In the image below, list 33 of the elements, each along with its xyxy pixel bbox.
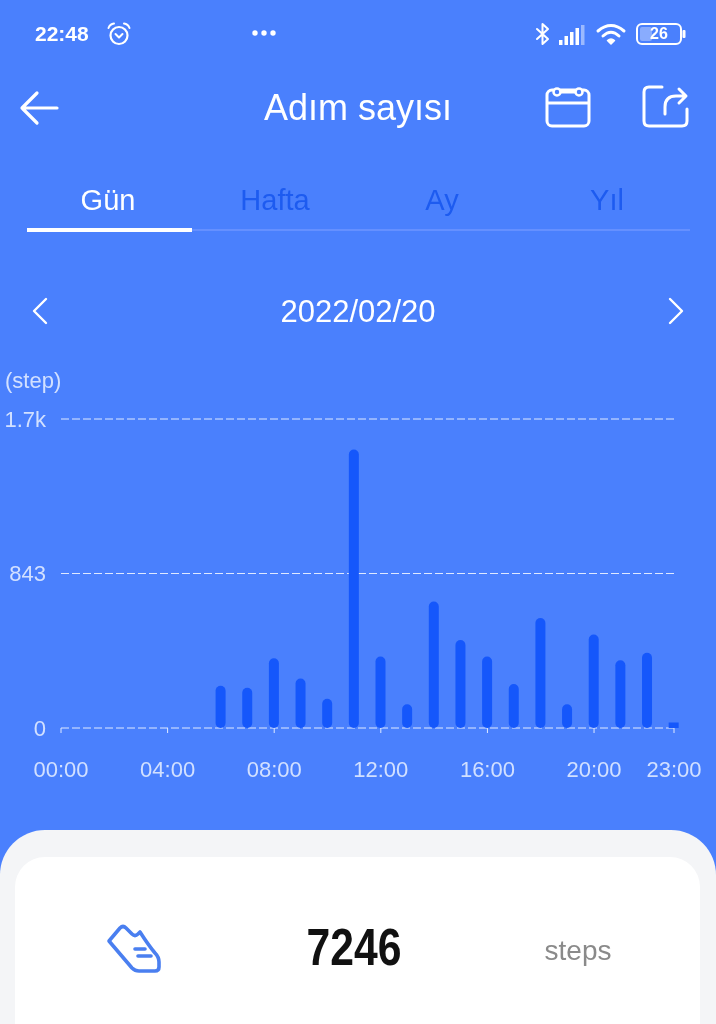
text: steps — [544, 934, 612, 968]
bar — [295, 678, 306, 728]
x-tick-label: 16:00 — [459, 756, 515, 782]
bar — [615, 660, 626, 728]
x-tick-label: 00:00 — [33, 756, 89, 782]
bar — [535, 618, 546, 728]
x-tick-label: 08:00 — [246, 756, 302, 782]
bar — [428, 601, 439, 728]
bar — [375, 656, 386, 728]
text: 22:48 — [35, 21, 89, 47]
bar — [588, 634, 599, 728]
y-tick-label: 0 — [33, 715, 46, 741]
bar — [268, 658, 279, 728]
chart-title: Adım sayısı — [263, 87, 453, 129]
x-tick-label: 12:00 — [353, 756, 409, 782]
x-tick-label: 04:00 — [140, 756, 196, 782]
bar — [348, 449, 359, 728]
bar — [482, 656, 493, 728]
y-tick-label: 843 — [9, 561, 46, 587]
bar — [642, 652, 653, 728]
bar — [242, 687, 253, 728]
text: Gün — [80, 184, 136, 218]
bar — [508, 684, 519, 728]
text: 7246 — [306, 918, 402, 978]
bar — [215, 685, 226, 728]
x-tick-label: 23:00 — [646, 756, 702, 782]
bar — [668, 722, 679, 728]
y-tick-label: 1.7k — [4, 406, 47, 432]
chart-subtitle: 2022/02/20 — [280, 294, 436, 330]
text: 26 — [650, 24, 668, 44]
x-tick-label: 20:00 — [566, 756, 622, 782]
y-axis-title: (step) — [5, 368, 62, 394]
bar — [455, 640, 466, 728]
